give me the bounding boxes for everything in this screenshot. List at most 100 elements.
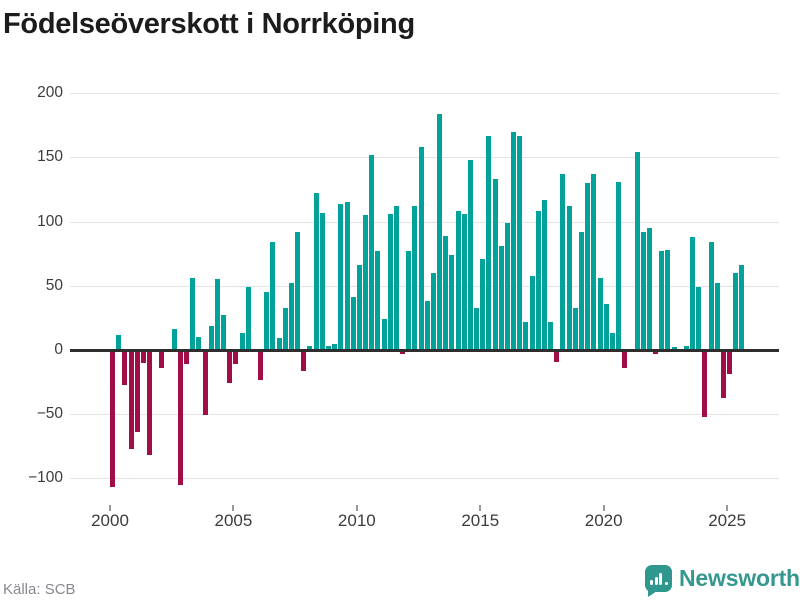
gridline <box>70 222 779 223</box>
bar <box>739 265 745 350</box>
gridline <box>70 286 779 287</box>
y-axis-label: 200 <box>37 84 63 102</box>
y-axis-label: −50 <box>36 405 63 423</box>
bar <box>480 258 486 350</box>
bar <box>406 251 412 350</box>
bar <box>727 350 733 375</box>
bar <box>190 278 196 350</box>
x-axis-label: 2020 <box>584 511 623 530</box>
bar <box>659 251 665 350</box>
bar <box>288 283 294 350</box>
bar <box>579 231 584 350</box>
bar <box>393 206 399 350</box>
bar <box>591 174 597 350</box>
bar-chart-glyph-icon <box>650 573 668 585</box>
x-axis-tick <box>479 505 482 511</box>
bar <box>517 135 523 350</box>
bar <box>572 307 578 350</box>
bar <box>338 203 344 350</box>
bar <box>128 350 134 449</box>
bar <box>616 181 622 350</box>
bar <box>239 333 245 350</box>
bar <box>369 154 375 350</box>
bar <box>418 147 424 350</box>
bar <box>122 350 128 385</box>
bar <box>714 283 720 350</box>
bar <box>733 272 739 350</box>
x-axis-label: 2005 <box>214 511 253 530</box>
bar <box>325 346 331 350</box>
bar <box>566 206 572 350</box>
bar <box>554 350 560 362</box>
bar <box>683 346 689 350</box>
bar <box>159 350 165 368</box>
source-text: Källa: SCB <box>3 581 76 598</box>
bar <box>437 113 443 350</box>
bar <box>134 350 140 433</box>
bar <box>196 337 202 350</box>
bar <box>474 307 480 350</box>
gridline <box>70 478 779 479</box>
x-axis-tick <box>726 505 729 511</box>
bar <box>443 235 449 350</box>
bar <box>208 325 214 350</box>
bar <box>332 343 338 350</box>
bar <box>696 287 702 350</box>
bar <box>301 350 307 371</box>
bar <box>461 213 467 350</box>
bar <box>307 346 313 350</box>
bar <box>511 131 517 350</box>
y-axis-label: 100 <box>37 212 63 230</box>
newsworthy-logo[interactable]: Newsworthy <box>645 565 800 597</box>
bar <box>430 272 436 350</box>
y-axis-label: 50 <box>45 276 63 294</box>
bar <box>177 350 183 485</box>
newsworthy-wordmark: Newsworthy <box>679 565 800 591</box>
bar <box>541 199 547 350</box>
bar <box>504 222 510 350</box>
x-axis-tick <box>109 505 111 511</box>
x-axis-label: 2010 <box>337 511 376 530</box>
bar <box>375 251 381 350</box>
bar <box>356 265 362 350</box>
bar <box>221 315 227 350</box>
bar <box>640 231 646 350</box>
bar <box>282 307 288 350</box>
bar <box>171 329 177 350</box>
bar <box>110 350 115 488</box>
bar <box>350 297 356 350</box>
bar <box>486 135 492 350</box>
gridline <box>70 414 779 415</box>
bar <box>184 350 190 365</box>
bar <box>653 350 659 354</box>
bar <box>634 152 640 350</box>
bar <box>548 321 554 350</box>
bar <box>560 174 566 350</box>
bar <box>449 254 455 350</box>
newsworthy-bubble-icon <box>645 565 672 597</box>
bar <box>690 236 696 350</box>
bar <box>467 159 473 350</box>
bar <box>140 350 146 363</box>
bar <box>529 275 535 350</box>
bar <box>412 206 418 350</box>
bar <box>523 321 529 350</box>
bar <box>400 350 406 354</box>
bar <box>295 231 301 350</box>
bar <box>276 338 282 350</box>
bar <box>344 202 350 350</box>
bar <box>319 212 325 350</box>
bar <box>214 279 220 350</box>
x-axis-tick <box>232 505 235 511</box>
bar <box>603 303 609 350</box>
bar <box>609 333 615 350</box>
bar <box>498 245 504 350</box>
bar <box>646 228 652 350</box>
bar <box>622 350 628 368</box>
bar <box>381 319 387 350</box>
bar <box>455 211 461 350</box>
gridline <box>70 157 779 158</box>
speech-bubble-tail <box>648 591 657 597</box>
bar <box>535 211 541 350</box>
